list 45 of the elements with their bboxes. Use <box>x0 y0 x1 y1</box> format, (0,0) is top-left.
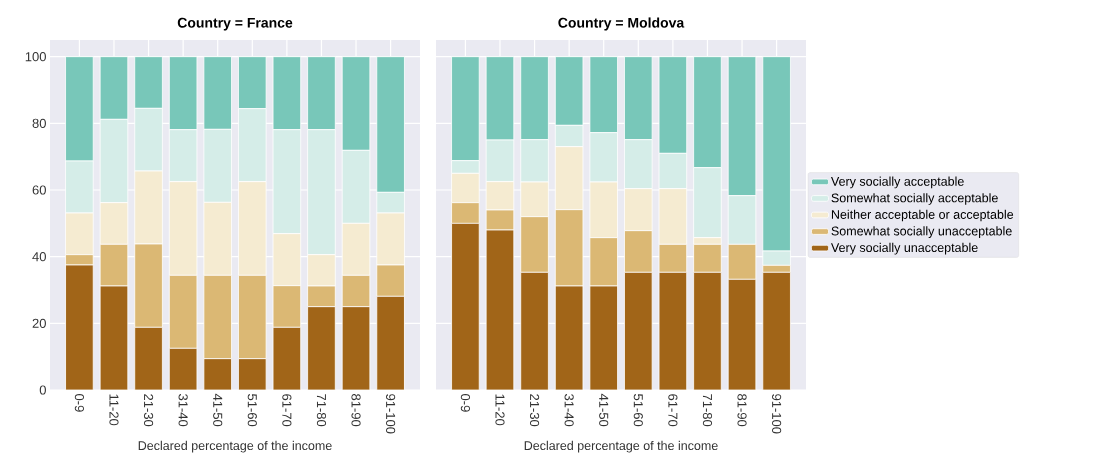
bar <box>99 285 129 390</box>
x-tick-label: 41-50 <box>213 393 223 427</box>
bar <box>65 264 94 390</box>
y-tick-label: 40 <box>32 252 46 262</box>
y-tick-label: 20 <box>32 318 46 328</box>
x-tick-label: 71-80 <box>316 394 327 427</box>
x-tick-label: 71-80 <box>702 394 713 427</box>
legend-label: Very socially acceptable <box>831 176 964 189</box>
x-tick-label: 91-100 <box>772 394 782 434</box>
bar <box>272 326 302 390</box>
x-tick-label: 31-40 <box>564 394 574 427</box>
bar <box>307 306 336 390</box>
bar <box>203 358 232 390</box>
x-tick-label: 11-20 <box>495 394 505 426</box>
x-tick-label: 21-30 <box>529 394 540 427</box>
x-tick-label: 41-50 <box>599 393 609 427</box>
x-axis-title: Declared percentage of the income <box>524 440 718 453</box>
x-tick-label: 0-9 <box>460 394 471 412</box>
x-tick-label: 51-60 <box>633 394 643 427</box>
x-tick-label: 21-30 <box>143 394 154 427</box>
x-tick-label: 0-9 <box>74 394 84 412</box>
bar <box>134 326 163 390</box>
x-tick-label: 61-70 <box>282 394 292 427</box>
x-tick-label: 31-40 <box>178 394 188 427</box>
legend-label: Somewhat socially unacceptable <box>831 226 1012 238</box>
chart-title: Country = Moldova <box>558 17 685 31</box>
legend-label: Very socially unacceptable <box>831 242 978 255</box>
legend-label: Neither acceptable or acceptable <box>831 209 1014 222</box>
y-tick-label: 0 <box>39 385 46 395</box>
x-tick-label: 81-90 <box>351 394 361 427</box>
bar <box>376 295 405 390</box>
y-tick-label: 60 <box>32 185 46 195</box>
x-tick-label: 61-70 <box>668 394 678 427</box>
chart-title: Country = France <box>177 17 293 31</box>
legend-label: Somewhat socially acceptable <box>831 193 998 205</box>
y-tick-label: 100 <box>25 52 46 62</box>
x-axis-title: Declared percentage of the income <box>138 440 332 453</box>
x-tick-label: 91-100 <box>386 394 396 434</box>
y-tick-label: 80 <box>32 118 46 128</box>
x-tick-label: 11-20 <box>109 394 119 426</box>
bar <box>341 306 371 390</box>
x-tick-label: 81-90 <box>737 394 747 427</box>
x-tick-label: 51-60 <box>247 394 257 427</box>
bar <box>238 358 267 390</box>
bar <box>168 347 198 390</box>
